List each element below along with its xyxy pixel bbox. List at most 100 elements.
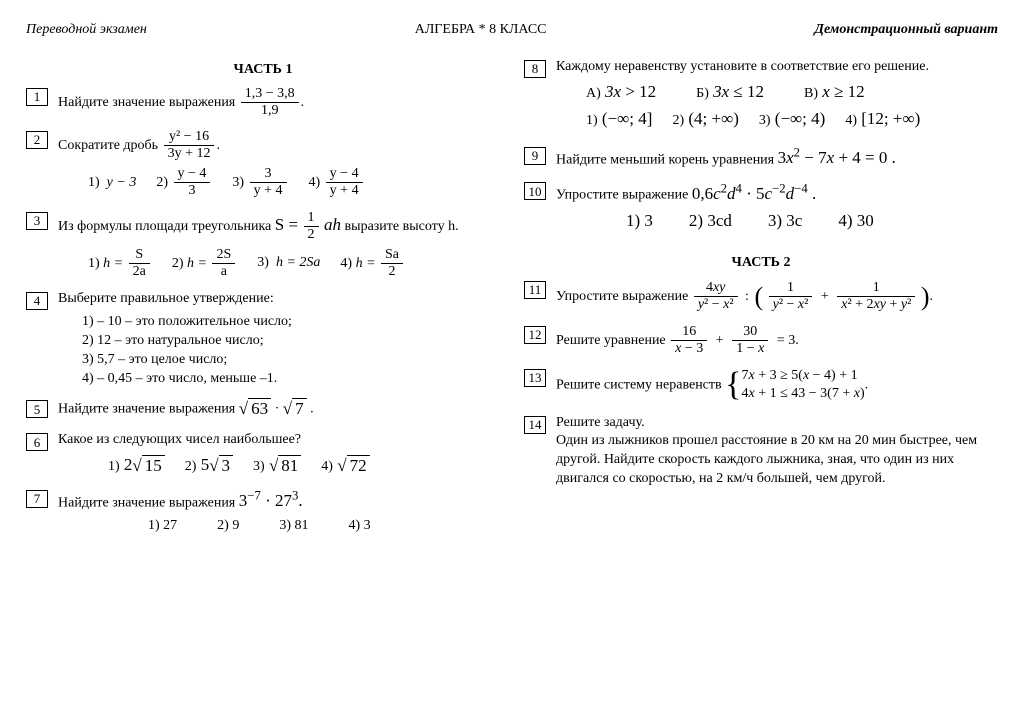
task-number: 4 bbox=[26, 292, 48, 310]
task-4: 4 Выберите правильное утверждение: 1) – … bbox=[26, 290, 500, 388]
numerator: 30 bbox=[732, 324, 768, 341]
opt-eq: h = bbox=[187, 256, 207, 271]
right-column: 8 Каждому неравенству установите в соотв… bbox=[524, 58, 998, 546]
interval: (4; +∞) bbox=[688, 109, 739, 128]
task-number: 13 bbox=[524, 369, 546, 387]
numerator: 1 bbox=[304, 210, 319, 227]
page-header: Переводной экзамен АЛГЕБРА * 8 КЛАСС Дем… bbox=[26, 22, 998, 38]
radicand: 3 bbox=[219, 455, 234, 475]
opt-value: y − 3 bbox=[107, 175, 137, 190]
numerator: 1 bbox=[769, 280, 813, 297]
opt-value: 4) 30 bbox=[838, 210, 873, 233]
task-number: 5 bbox=[26, 400, 48, 418]
expression: 3−7 · 273. bbox=[239, 491, 303, 510]
opt-eq: h = bbox=[356, 256, 376, 271]
paren-open: ( bbox=[754, 282, 763, 311]
denominator: x² + 2xy + y² bbox=[837, 297, 915, 313]
denominator: 2 bbox=[304, 227, 319, 243]
task-text: Каждому неравенству установите в соответ… bbox=[556, 58, 998, 77]
denominator: y + 4 bbox=[326, 183, 363, 199]
opt-label: 1) bbox=[586, 113, 598, 128]
denominator: 1 − x bbox=[732, 341, 768, 357]
opt-label: 4) bbox=[321, 459, 333, 474]
radicand: 7 bbox=[292, 398, 307, 418]
radicand: 63 bbox=[248, 398, 271, 418]
equation: 3x2 − 7x + 4 = 0 . bbox=[778, 148, 896, 167]
fraction: 1,3 − 3,8 1,9 bbox=[239, 86, 301, 119]
plus: + bbox=[818, 289, 832, 304]
task-13: 13 Решите систему неравенств { 7x + 3 ≥ … bbox=[524, 367, 998, 403]
numerator: 4xy bbox=[694, 280, 738, 297]
task-text: Найдите значение выражения bbox=[58, 402, 235, 417]
opt-value: h = 2Sa bbox=[276, 255, 320, 270]
opt-label: 4) bbox=[309, 175, 321, 190]
numerator: 2S bbox=[212, 247, 235, 264]
task-number: 10 bbox=[524, 182, 546, 200]
system-row: 7x + 3 ≥ 5(x − 4) + 1 bbox=[741, 367, 864, 385]
options-list: 1) – 10 – это положительное число; 2) 12… bbox=[58, 313, 500, 389]
opt-label: 1) bbox=[88, 256, 100, 271]
opt-value: 4) 3 bbox=[349, 517, 371, 536]
task-7: 7 Найдите значение выражения 3−7 · 273. … bbox=[26, 488, 500, 536]
task-number: 11 bbox=[524, 281, 546, 299]
options-row: 1) 27 2) 9 3) 81 4) 3 bbox=[58, 517, 500, 536]
numerator: 1,3 − 3,8 bbox=[241, 86, 299, 103]
task-number: 7 bbox=[26, 490, 48, 508]
opt-label: 2) bbox=[185, 459, 197, 474]
denominator: x − 3 bbox=[671, 341, 707, 357]
task-text: Упростите выражение bbox=[556, 289, 688, 304]
denominator: 3 bbox=[174, 183, 211, 199]
dot: · bbox=[271, 402, 283, 417]
options-row: 1) h = S2a 2) h = 2Sa 3) h = 2Sa 4) h = … bbox=[58, 247, 500, 280]
task-body-text: Один из лыжников прошел расстояние в 20 … bbox=[556, 432, 998, 489]
task-text: Упростите выражение bbox=[556, 188, 688, 203]
task-9: 9 Найдите меньший корень уравнения 3x2 −… bbox=[524, 145, 998, 171]
opt-label: 3) bbox=[759, 113, 771, 128]
opt-label: А) bbox=[586, 86, 601, 101]
task-text: Решите систему неравенств bbox=[556, 378, 722, 393]
task-11: 11 Упростите выражение 4xyy² − x² : ( 1y… bbox=[524, 279, 998, 314]
task-number: 12 bbox=[524, 326, 546, 344]
task-text: Выберите правильное утверждение: bbox=[58, 290, 500, 309]
opt-value: 3) 3c bbox=[768, 210, 802, 233]
denominator: 2 bbox=[381, 264, 403, 280]
eq-left: S = bbox=[275, 214, 298, 233]
opt-label: В) bbox=[804, 86, 818, 101]
plus: + bbox=[713, 333, 727, 348]
expression: 0,6c2d4 · 5c−2d−4 . bbox=[692, 184, 816, 203]
task-text: Из формулы площади треугольника bbox=[58, 218, 271, 233]
part2-title: ЧАСТЬ 2 bbox=[524, 255, 998, 271]
list-item: 4) – 0,45 – это число, меньше –1. bbox=[82, 370, 500, 389]
interval: (−∞; 4) bbox=[775, 109, 826, 128]
task-text: Какое из следующих чисел наибольшее? bbox=[58, 431, 500, 450]
eq-right: ah bbox=[324, 214, 341, 233]
numerator: Sa bbox=[381, 247, 403, 264]
left-column: ЧАСТЬ 1 1 Найдите значение выражения 1,3… bbox=[26, 58, 500, 546]
system: { 7x + 3 ≥ 5(x − 4) + 1 4x + 1 ≤ 43 − 3(… bbox=[725, 367, 864, 403]
denominator: 3y + 12 bbox=[164, 146, 215, 162]
coef: 5 bbox=[201, 455, 210, 474]
equals: = 3. bbox=[774, 333, 802, 348]
task-10: 10 Упростите выражение 0,6c2d4 · 5c−2d−4… bbox=[524, 180, 998, 233]
task-2: 2 Сократите дробь y² − 16 3y + 12 . 1) y… bbox=[26, 129, 500, 199]
task-number: 2 bbox=[26, 131, 48, 149]
radicand: 81 bbox=[278, 455, 301, 475]
task-1: 1 Найдите значение выражения 1,3 − 3,8 1… bbox=[26, 86, 500, 119]
task-12: 12 Решите уравнение 16x − 3 + 301 − x = … bbox=[524, 324, 998, 357]
task-text: Найдите значение выражения bbox=[58, 495, 235, 510]
opt-label: 3) bbox=[257, 255, 269, 270]
opt-label: 2) bbox=[172, 256, 184, 271]
task-number: 9 bbox=[524, 147, 546, 165]
fraction: y² − 16 3y + 12 bbox=[162, 129, 217, 162]
radicand: 15 bbox=[142, 455, 165, 475]
period: . bbox=[216, 138, 220, 153]
list-item: 2) 12 – это натуральное число; bbox=[82, 332, 500, 351]
options-row: 1) y − 3 2) y − 43 3) 3y + 4 4) y − 4y +… bbox=[58, 166, 500, 199]
task-8: 8 Каждому неравенству установите в соотв… bbox=[524, 58, 998, 131]
period: . bbox=[307, 402, 314, 417]
part1-title: ЧАСТЬ 1 bbox=[26, 62, 500, 78]
task-number: 6 bbox=[26, 433, 48, 451]
opt-label: 1) bbox=[108, 459, 120, 474]
header-left: Переводной экзамен bbox=[26, 22, 147, 38]
opt-label: 2) bbox=[156, 175, 168, 190]
